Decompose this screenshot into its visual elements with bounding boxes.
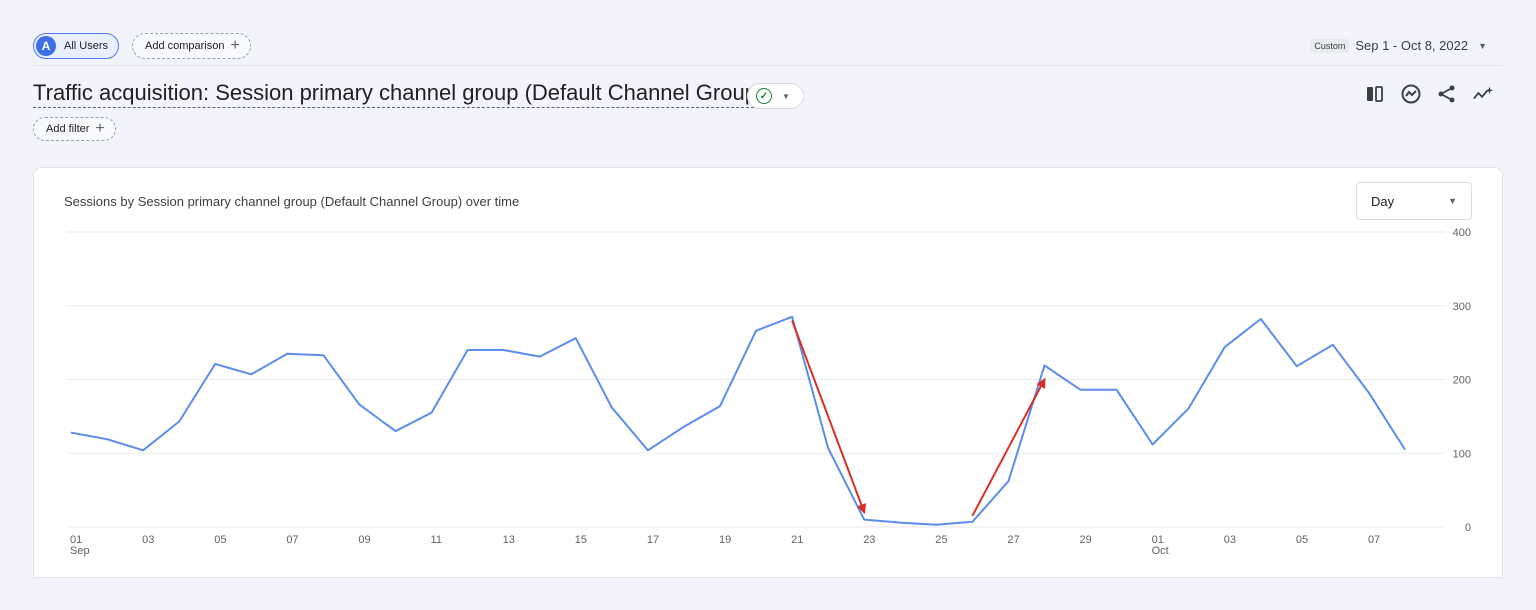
compare-columns-icon[interactable] bbox=[1364, 83, 1386, 105]
y-tick-label: 0 bbox=[1465, 522, 1471, 534]
data-point[interactable] bbox=[284, 351, 290, 357]
data-point[interactable] bbox=[861, 517, 867, 523]
data-point[interactable] bbox=[645, 447, 651, 453]
data-point[interactable] bbox=[1294, 363, 1300, 369]
chevron-down-icon: ▼ bbox=[1478, 40, 1487, 51]
data-point[interactable] bbox=[1258, 316, 1264, 322]
custom-date-tag: Custom bbox=[1310, 38, 1350, 53]
all-users-label: All Users bbox=[64, 40, 109, 52]
x-tick-label: 09 bbox=[358, 534, 370, 546]
report-status-dropdown[interactable]: ✓ ▼ bbox=[747, 83, 804, 109]
data-point[interactable] bbox=[212, 361, 218, 367]
x-tick-label: 13 bbox=[503, 534, 515, 546]
data-point[interactable] bbox=[1114, 387, 1120, 393]
data-point[interactable] bbox=[753, 328, 759, 334]
granularity-value: Day bbox=[1371, 193, 1395, 209]
data-point[interactable] bbox=[392, 428, 398, 434]
date-range-label: Sep 1 - Oct 8, 2022 bbox=[1355, 38, 1469, 53]
data-point[interactable] bbox=[897, 520, 903, 526]
data-point[interactable] bbox=[1402, 447, 1408, 453]
share-icon[interactable] bbox=[1436, 83, 1458, 105]
add-filter-label: Add filter bbox=[46, 123, 90, 135]
comparison-bar: A All Users Add comparison + Custom Sep … bbox=[33, 32, 1503, 66]
data-point[interactable] bbox=[176, 419, 182, 425]
data-point[interactable] bbox=[609, 405, 615, 411]
add-comparison-label: Add comparison bbox=[145, 40, 225, 52]
x-tick-label: 11 bbox=[431, 534, 442, 546]
data-point[interactable] bbox=[465, 347, 471, 353]
all-users-chip[interactable]: A All Users bbox=[33, 33, 120, 59]
x-tick-label: 17 bbox=[647, 534, 659, 546]
data-point[interactable] bbox=[537, 354, 543, 360]
data-point[interactable] bbox=[104, 436, 110, 442]
data-point[interactable] bbox=[933, 522, 939, 528]
chevron-down-icon: ▼ bbox=[1448, 196, 1457, 206]
add-filter-button[interactable]: Add filter + bbox=[33, 117, 116, 141]
user-avatar: A bbox=[36, 36, 56, 56]
page-title[interactable]: Traffic acquisition: Session primary cha… bbox=[33, 80, 765, 108]
sessions-series-line[interactable] bbox=[70, 315, 1406, 526]
chart-title: Sessions by Session primary channel grou… bbox=[64, 194, 520, 209]
data-point[interactable] bbox=[68, 430, 74, 436]
x-tick-label: 05 bbox=[214, 534, 226, 546]
data-point[interactable] bbox=[1330, 342, 1336, 348]
check-circle-icon: ✓ bbox=[756, 88, 772, 104]
data-point[interactable] bbox=[717, 403, 723, 409]
trend-sparkle-icon[interactable] bbox=[1472, 83, 1494, 105]
x-tick-label: 03 bbox=[142, 534, 154, 546]
date-range-picker[interactable]: Custom Sep 1 - Oct 8, 2022 ▼ bbox=[1310, 38, 1487, 53]
x-tick-label: 19 bbox=[719, 534, 731, 546]
chevron-down-icon: ▼ bbox=[782, 91, 790, 101]
annotation-arrow bbox=[791, 320, 867, 515]
add-comparison-button[interactable]: Add comparison + bbox=[132, 33, 251, 59]
x-tick-label: 03 bbox=[1224, 534, 1236, 546]
data-point[interactable] bbox=[248, 371, 254, 377]
x-tick-label: 01 bbox=[1152, 534, 1164, 546]
x-tick-label: 01 bbox=[70, 534, 82, 546]
data-point[interactable] bbox=[356, 402, 362, 408]
data-point[interactable] bbox=[1366, 390, 1372, 396]
y-tick-label: 300 bbox=[1453, 301, 1471, 313]
data-point[interactable] bbox=[681, 424, 687, 430]
data-point[interactable] bbox=[1222, 344, 1228, 350]
granularity-select[interactable]: Day ▼ bbox=[1356, 182, 1472, 220]
x-tick-label: 07 bbox=[286, 534, 298, 546]
x-tick-label: 05 bbox=[1296, 534, 1308, 546]
chart-card: Sessions by Session primary channel grou… bbox=[33, 167, 1503, 578]
plus-icon: + bbox=[230, 37, 240, 54]
data-point[interactable] bbox=[1150, 441, 1156, 447]
annotation-arrow bbox=[971, 377, 1046, 517]
data-point[interactable] bbox=[969, 519, 975, 525]
data-point[interactable] bbox=[320, 352, 326, 358]
x-tick-label: 27 bbox=[1007, 534, 1019, 546]
data-point[interactable] bbox=[140, 447, 146, 453]
y-tick-label: 400 bbox=[1453, 227, 1471, 239]
data-point[interactable] bbox=[1005, 478, 1011, 484]
data-point[interactable] bbox=[501, 347, 507, 353]
x-tick-sublabel: Sep bbox=[70, 545, 90, 557]
x-tick-sublabel: Oct bbox=[1152, 545, 1169, 557]
y-tick-label: 100 bbox=[1453, 448, 1471, 460]
plus-icon: + bbox=[95, 120, 105, 137]
data-point[interactable] bbox=[825, 445, 831, 451]
x-tick-label: 21 bbox=[791, 534, 803, 546]
data-point[interactable] bbox=[789, 314, 795, 320]
data-point[interactable] bbox=[1186, 405, 1192, 411]
x-tick-label: 25 bbox=[935, 534, 947, 546]
data-point[interactable] bbox=[429, 410, 435, 416]
x-tick-label: 29 bbox=[1080, 534, 1092, 546]
y-tick-label: 200 bbox=[1453, 375, 1471, 387]
x-tick-label: 15 bbox=[575, 534, 587, 546]
data-point[interactable] bbox=[573, 335, 579, 341]
x-tick-label: 23 bbox=[863, 534, 875, 546]
report-toolbar bbox=[1364, 83, 1494, 105]
data-point[interactable] bbox=[1041, 362, 1047, 368]
data-point[interactable] bbox=[1078, 387, 1084, 393]
x-tick-label: 07 bbox=[1368, 534, 1380, 546]
insights-icon[interactable] bbox=[1400, 83, 1422, 105]
